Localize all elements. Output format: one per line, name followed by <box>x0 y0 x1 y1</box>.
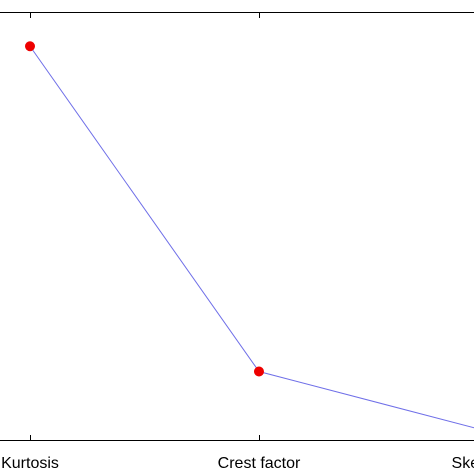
x-ticks <box>30 12 260 441</box>
data-point-0 <box>25 41 35 52</box>
x-tick-label: Crest factor <box>218 455 301 472</box>
plot-frame <box>0 12 474 441</box>
series-layer <box>25 41 474 429</box>
x-tick-label: Skewness <box>452 455 474 472</box>
data-point-1 <box>254 366 264 377</box>
x-tick-label: Kurtosis <box>1 455 59 472</box>
x-tick-labels: Kurtosis Crest factor Skewness <box>1 455 474 472</box>
series-line-0 <box>29 45 474 429</box>
